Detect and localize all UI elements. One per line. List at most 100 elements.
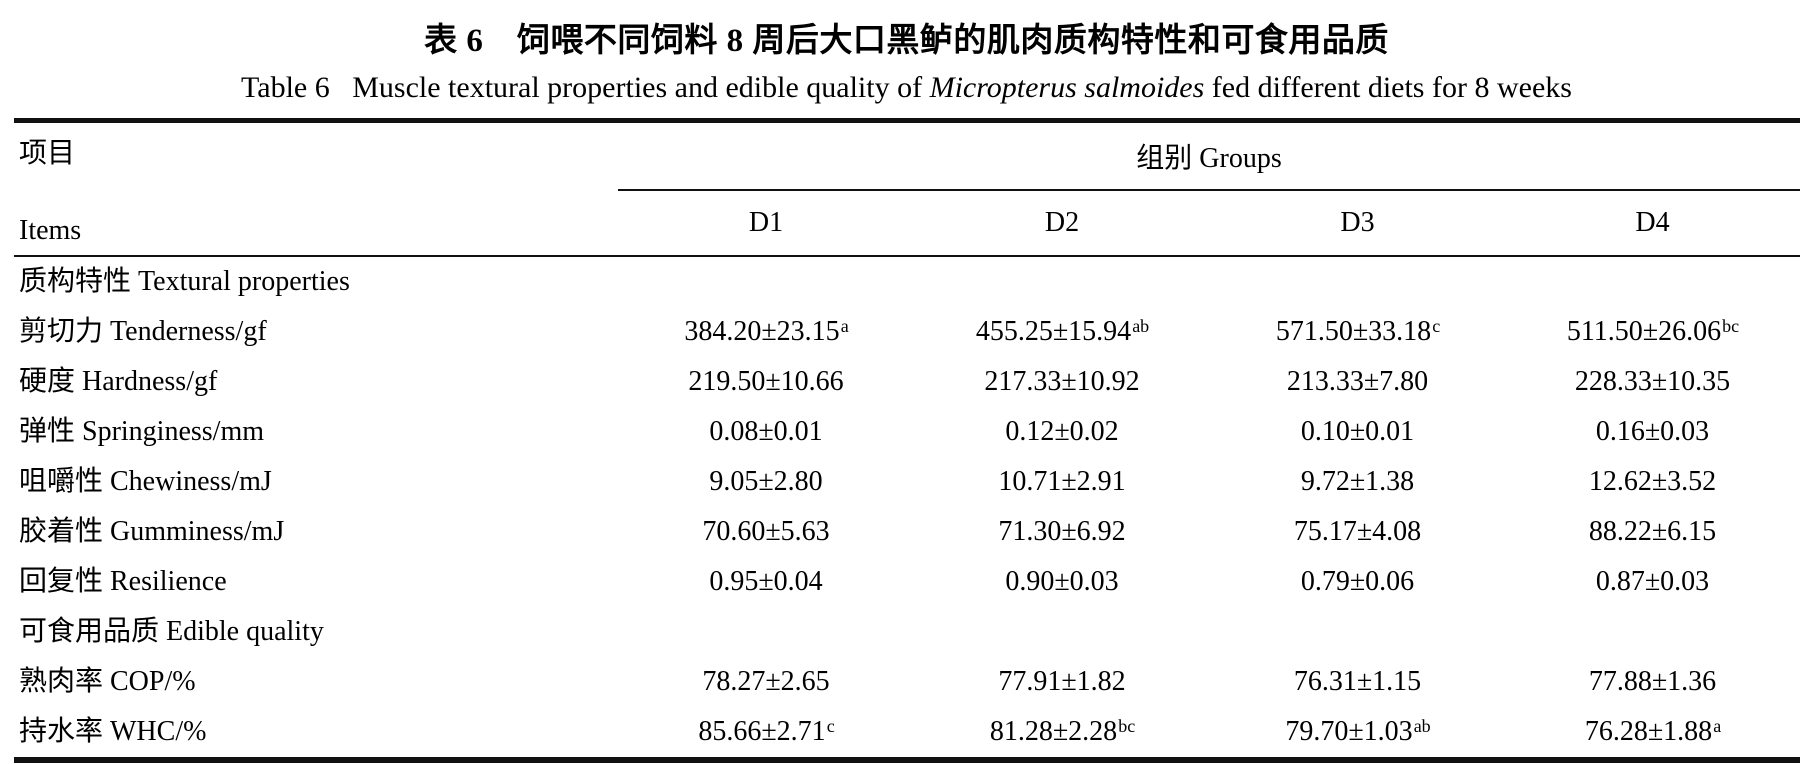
value-cell: 12.62±3.52: [1505, 457, 1800, 507]
section-label: 可食用品质 Edible quality: [19, 616, 324, 647]
value-cell: 0.10±0.01: [1210, 407, 1505, 457]
value-cell: 0.95±0.04: [618, 557, 914, 607]
value-text: 88.22±6.15: [1588, 516, 1717, 547]
value-text: 571.50±33.18: [1275, 316, 1432, 347]
value-text: 78.27±2.65: [702, 666, 830, 697]
column-header-d1: D1: [618, 190, 914, 257]
data-row: 持水率 WHC/% 85.66±2.71c 81.28±2.28bc 79.70±1.…: [14, 707, 1800, 760]
value-text: 0.10±0.01: [1300, 416, 1415, 447]
value-text: 0.95±0.04: [709, 566, 823, 597]
value-text: 76.28±1.88: [1584, 716, 1713, 747]
value-text: 9.05±2.80: [709, 466, 823, 497]
row-label: 硬度 Hardness/gf: [19, 366, 218, 397]
items-label-zh: 项目: [19, 138, 76, 169]
value-text: 0.08±0.01: [709, 416, 823, 447]
value-cell: 228.33±10.35: [1505, 357, 1800, 407]
row-label: 胶着性 Gumminess/mJ: [19, 516, 285, 547]
value-text: 10.71±2.91: [998, 466, 1126, 497]
significance-superscript: ab: [1413, 715, 1431, 736]
header-row-columns: D1 D2 D3 D4: [14, 190, 1801, 257]
value-cell: 219.50±10.66: [618, 357, 914, 407]
row-label: 剪切力 Tenderness/gf: [19, 316, 267, 347]
value-cell: 455.25±15.94ab: [914, 307, 1210, 357]
value-cell: 85.66±2.71c: [618, 707, 914, 760]
title-en-species-italic: Micropterus salmoides: [929, 71, 1205, 104]
value-text: 77.91±1.82: [998, 666, 1126, 697]
row-label: 持水率 WHC/%: [19, 716, 207, 747]
groups-header-cell: 组别 Groups: [618, 120, 1801, 191]
header-row-groups: 项目 Items 组别 Groups: [14, 120, 1801, 257]
value-text: 0.16±0.03: [1595, 416, 1710, 447]
value-cell: 88.22±6.15: [1505, 507, 1800, 557]
value-text: 0.90±0.03: [1005, 566, 1119, 597]
value-cell: 9.72±1.38: [1210, 457, 1505, 507]
value-text: 384.20±23.15: [684, 316, 840, 347]
significance-superscript: ab: [1132, 315, 1150, 336]
value-cell: 0.87±0.03: [1505, 557, 1800, 607]
value-text: 0.87±0.03: [1595, 566, 1710, 597]
value-cell: 81.28±2.28bc: [914, 707, 1210, 760]
value-cell: 77.91±1.82: [914, 657, 1210, 707]
value-cell: 76.28±1.88a: [1505, 707, 1800, 760]
items-header-inner: 项目 Items: [14, 123, 618, 247]
value-cell: 78.27±2.65: [618, 657, 914, 707]
row-label: 熟肉率 COP/%: [19, 666, 196, 697]
value-cell: 0.79±0.06: [1210, 557, 1505, 607]
title-en-suffix: fed different diets for 8 weeks: [1204, 71, 1572, 104]
value-cell: 213.33±7.80: [1210, 357, 1505, 407]
row-label: 咀嚼性 Chewiness/mJ: [19, 466, 272, 497]
value-cell: 71.30±6.92: [914, 507, 1210, 557]
table-title-en: Table 6 Muscle textural properties and e…: [241, 71, 1572, 105]
value-text: 9.72±1.38: [1300, 466, 1415, 497]
data-row: 咀嚼性 Chewiness/mJ 9.05±2.80 10.71±2.91 9.72±…: [14, 457, 1800, 507]
value-text: 219.50±10.66: [688, 366, 844, 397]
data-row: 胶着性 Gumminess/mJ 70.60±5.63 71.30±6.92 75.1…: [14, 507, 1800, 557]
value-cell: 70.60±5.63: [618, 507, 914, 557]
significance-superscript: bc: [1118, 715, 1136, 736]
table-title-zh: 表 6 饲喂不同饲料 8 周后大口黑鲈的肌肉质构特性和可食用品质: [424, 23, 1389, 59]
column-header-d4: D4: [1505, 190, 1801, 257]
data-row: 剪切力 Tenderness/gf 384.20±23.15a 455.25±15.…: [14, 307, 1800, 357]
significance-superscript: c: [826, 715, 835, 736]
row-label: 回复性 Resilience: [19, 566, 227, 597]
table-header: 项目 Items 组别 Groups D1 D2 D3 D4: [14, 120, 1801, 257]
value-cell: 0.16±0.03: [1505, 407, 1800, 457]
value-text: 12.62±3.52: [1588, 466, 1717, 497]
table-titles: 表 6 饲喂不同饲料 8 周后大口黑鲈的肌肉质构特性和可食用品质 Table 6…: [0, 0, 1813, 118]
value-cell: 9.05±2.80: [618, 457, 914, 507]
value-cell: 384.20±23.15a: [618, 307, 914, 357]
section-label: 质构特性 Textural properties: [19, 266, 350, 297]
title-en-prefix: Table 6 Muscle textural properties and e…: [241, 71, 930, 104]
value-text: 511.50±26.06: [1566, 316, 1722, 347]
data-row: 硬度 Hardness/gf 219.50±10.66 217.33±10.92 21…: [14, 357, 1800, 407]
value-text: 228.33±10.35: [1574, 366, 1731, 397]
value-text: 217.33±10.92: [984, 366, 1140, 397]
value-cell: 79.70±1.03ab: [1210, 707, 1505, 760]
value-cell: 0.08±0.01: [618, 407, 914, 457]
table-container: 项目 Items 组别 Groups D1 D2 D3 D4 质构特性 Text…: [14, 118, 1801, 763]
value-text: 75.17±4.08: [1293, 516, 1422, 547]
value-text: 0.12±0.02: [1005, 416, 1119, 447]
items-label-en: Items: [19, 215, 82, 246]
value-cell: 217.33±10.92: [914, 357, 1210, 407]
value-text: 85.66±2.71: [698, 716, 826, 747]
significance-superscript: a: [840, 315, 849, 336]
value-text: 76.31±1.15: [1293, 666, 1422, 697]
column-header-d2: D2: [914, 190, 1210, 257]
significance-superscript: bc: [1722, 315, 1740, 336]
section-row: 质构特性 Textural properties: [14, 256, 1800, 307]
items-header-cell: 项目 Items: [14, 120, 618, 257]
value-text: 71.30±6.92: [998, 516, 1126, 547]
significance-superscript: c: [1432, 315, 1441, 336]
value-text: 0.79±0.06: [1300, 566, 1415, 597]
data-table: 项目 Items 组别 Groups D1 D2 D3 D4 质构特性 Text…: [14, 118, 1801, 763]
table-body: 质构特性 Textural properties 剪切力 Tenderness/g…: [14, 256, 1800, 760]
data-row: 熟肉率 COP/% 78.27±2.65 77.91±1.82 76.31±1.15 7…: [14, 657, 1800, 707]
value-cell: 511.50±26.06bc: [1505, 307, 1800, 357]
row-label: 弹性 Springiness/mm: [19, 416, 265, 447]
value-text: 77.88±1.36: [1588, 666, 1717, 697]
column-header-d3: D3: [1210, 190, 1505, 257]
value-cell: 0.12±0.02: [914, 407, 1210, 457]
value-text: 70.60±5.63: [702, 516, 830, 547]
